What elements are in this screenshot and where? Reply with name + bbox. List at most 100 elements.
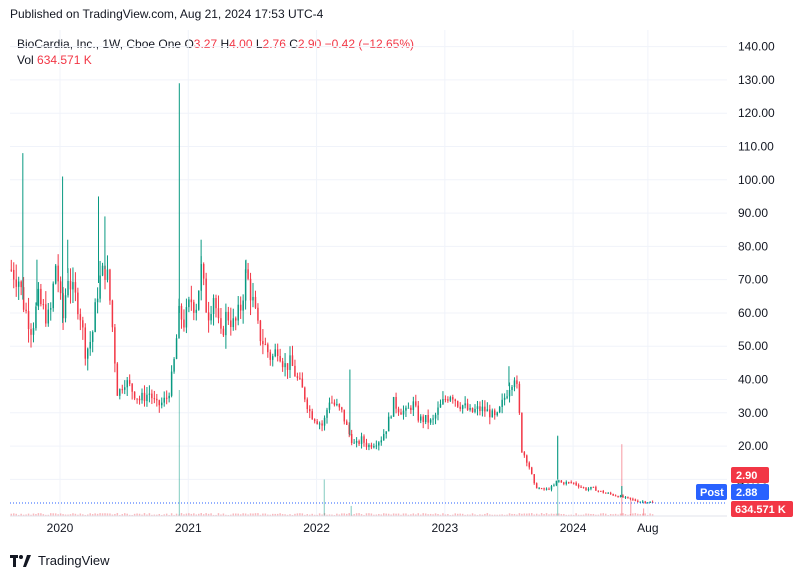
candle-body bbox=[385, 431, 387, 434]
volume-bar bbox=[291, 514, 294, 516]
volume-bar bbox=[511, 513, 513, 516]
candle-body bbox=[577, 484, 580, 487]
candle-body bbox=[64, 295, 67, 319]
volume-bar bbox=[311, 513, 313, 516]
volume-bar bbox=[550, 513, 553, 516]
volume-bar bbox=[622, 513, 624, 516]
candle-body bbox=[301, 378, 304, 388]
volume-bar bbox=[410, 514, 412, 516]
candle-body bbox=[632, 498, 634, 500]
time-axis[interactable]: 2020 2021 2022 2023 2024 Aug bbox=[47, 521, 659, 535]
candle-body bbox=[439, 404, 442, 408]
candle-body bbox=[521, 412, 523, 453]
y-tick-label: 140.00 bbox=[738, 40, 775, 54]
candle-body bbox=[124, 387, 126, 390]
candle-body bbox=[244, 269, 247, 301]
volume-bar bbox=[40, 513, 42, 516]
price-chart[interactable]: 140.00 130.00 120.00 110.00 100.00 90.00 80.00… bbox=[0, 0, 807, 548]
x-tick-label: Aug bbox=[637, 521, 658, 535]
open-value: 3.27 bbox=[193, 37, 218, 51]
x-tick-label: 2021 bbox=[175, 521, 202, 535]
candle-body bbox=[247, 269, 249, 279]
volume-bar bbox=[141, 514, 143, 516]
volume-bar bbox=[360, 514, 363, 516]
volume-bar bbox=[62, 514, 64, 516]
candle-body bbox=[405, 407, 407, 411]
volume-bar bbox=[72, 513, 74, 516]
volume-bar bbox=[476, 514, 479, 516]
y-tick-label: 100.00 bbox=[738, 173, 775, 187]
candle-body bbox=[17, 281, 20, 287]
candle-body bbox=[178, 305, 180, 339]
candle-body bbox=[338, 404, 341, 408]
volume-bar bbox=[637, 513, 639, 516]
candle-body bbox=[104, 265, 106, 280]
volume-bar bbox=[215, 514, 217, 516]
candle-body bbox=[138, 398, 141, 401]
price-axis[interactable]: 140.00 130.00 120.00 110.00 100.00 90.00 80.00… bbox=[738, 40, 775, 487]
candle-body bbox=[508, 390, 511, 397]
volume-bar bbox=[353, 514, 355, 516]
candle-body bbox=[553, 485, 555, 487]
candle-body bbox=[32, 328, 35, 335]
volume-bar bbox=[165, 513, 168, 516]
volume-bar bbox=[649, 513, 651, 516]
volume-bar bbox=[156, 514, 158, 516]
volume-bar bbox=[417, 513, 420, 516]
candle-body bbox=[457, 401, 459, 407]
volume-bar bbox=[639, 514, 642, 516]
candle-body bbox=[185, 307, 188, 328]
candle-body bbox=[531, 467, 533, 475]
candle-body bbox=[318, 423, 321, 425]
volume-bar bbox=[442, 513, 444, 516]
volume-bar bbox=[267, 514, 269, 516]
candle-body bbox=[420, 416, 422, 421]
volume-bar bbox=[383, 513, 385, 516]
candle-body bbox=[128, 380, 131, 384]
volume-bar bbox=[316, 514, 318, 516]
candle-body bbox=[343, 409, 346, 422]
volume-bar bbox=[540, 513, 543, 516]
volume-bar bbox=[185, 513, 188, 516]
volume-bar bbox=[276, 513, 279, 516]
candle-body bbox=[570, 482, 572, 484]
candle-body bbox=[72, 282, 74, 290]
volume-bar bbox=[363, 514, 365, 516]
candle-body bbox=[424, 414, 427, 422]
candle-body bbox=[239, 304, 242, 311]
footer-brand[interactable]: TradingView bbox=[10, 553, 110, 568]
candle-body bbox=[257, 307, 259, 321]
close-label: C bbox=[289, 37, 298, 51]
candle-body bbox=[294, 365, 296, 377]
volume-bar bbox=[50, 513, 52, 516]
volume-bar bbox=[516, 514, 518, 516]
candle-body bbox=[422, 416, 424, 422]
candle-body bbox=[291, 355, 294, 366]
volume-bar bbox=[545, 513, 548, 516]
volume-bar bbox=[521, 513, 523, 516]
candle-body bbox=[513, 380, 516, 387]
candle-body bbox=[461, 405, 464, 409]
volume-bar bbox=[333, 514, 336, 516]
volume-bar bbox=[124, 513, 126, 516]
volume-bar bbox=[279, 513, 281, 516]
candle-body bbox=[272, 356, 274, 360]
volume-bar bbox=[385, 513, 387, 516]
volume-bar bbox=[84, 514, 87, 516]
volume-bar bbox=[259, 514, 262, 516]
x-tick-label: 2024 bbox=[560, 521, 587, 535]
volume-bar bbox=[412, 513, 415, 516]
volume-bar bbox=[296, 513, 299, 516]
volume-bar bbox=[158, 513, 161, 516]
volume-bar bbox=[121, 514, 124, 516]
candle-body bbox=[304, 387, 306, 400]
candle-body bbox=[365, 442, 368, 448]
candle-body bbox=[321, 423, 323, 426]
volume-bar bbox=[136, 513, 138, 516]
candle-body bbox=[590, 486, 592, 489]
candle-body bbox=[629, 497, 632, 499]
candle-body bbox=[350, 434, 353, 443]
candle-body bbox=[198, 290, 200, 310]
volume-bar bbox=[531, 513, 533, 516]
candle-body bbox=[526, 455, 528, 463]
